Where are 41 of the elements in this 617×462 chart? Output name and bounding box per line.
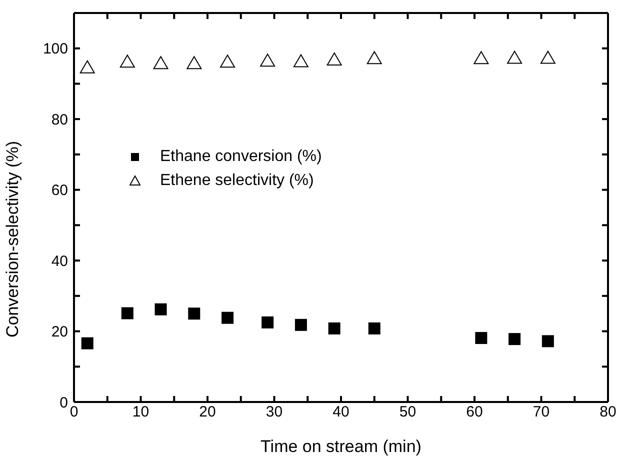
- point: [293, 54, 308, 68]
- y-tick-label: 100: [42, 40, 68, 58]
- x-tick-label: 10: [132, 404, 150, 421]
- point: [154, 303, 167, 316]
- x-axis-title: Time on stream (min): [260, 437, 422, 456]
- y-tick-label: 20: [51, 324, 68, 341]
- x-tick-label: 30: [266, 404, 283, 421]
- point: [120, 54, 135, 68]
- point: [474, 51, 489, 64]
- x-tick-label: 50: [399, 404, 416, 421]
- point: [262, 316, 274, 328]
- point: [475, 332, 488, 344]
- point: [508, 333, 521, 346]
- x-tick-label: 40: [332, 404, 350, 421]
- point: [294, 318, 307, 331]
- point: [222, 312, 234, 324]
- point: [366, 51, 382, 64]
- point: [81, 337, 94, 350]
- point: [80, 60, 95, 74]
- point: [220, 54, 236, 68]
- point: [153, 56, 168, 70]
- point: [507, 50, 522, 64]
- point: [121, 307, 134, 320]
- point: [326, 52, 342, 66]
- point: [186, 56, 202, 70]
- y-tick-label: 60: [51, 182, 68, 200]
- point: [260, 54, 276, 67]
- x-tick-label: 20: [199, 404, 216, 421]
- point: [188, 308, 200, 320]
- x-tick-label: 60: [466, 404, 483, 421]
- point: [542, 335, 554, 348]
- y-tick-label: 80: [51, 111, 68, 128]
- x-tick-label: 70: [532, 404, 550, 421]
- y-tick-label: 40: [51, 252, 68, 270]
- legend-label: Ethene selectivity (%): [160, 172, 314, 190]
- point: [368, 322, 380, 334]
- x-tick-label: 80: [600, 404, 616, 421]
- point: [540, 50, 556, 64]
- point: [328, 322, 340, 334]
- legend-label: Ethane conversion (%): [160, 148, 322, 166]
- y-axis-title: Conversion-selectivity (%): [3, 141, 22, 338]
